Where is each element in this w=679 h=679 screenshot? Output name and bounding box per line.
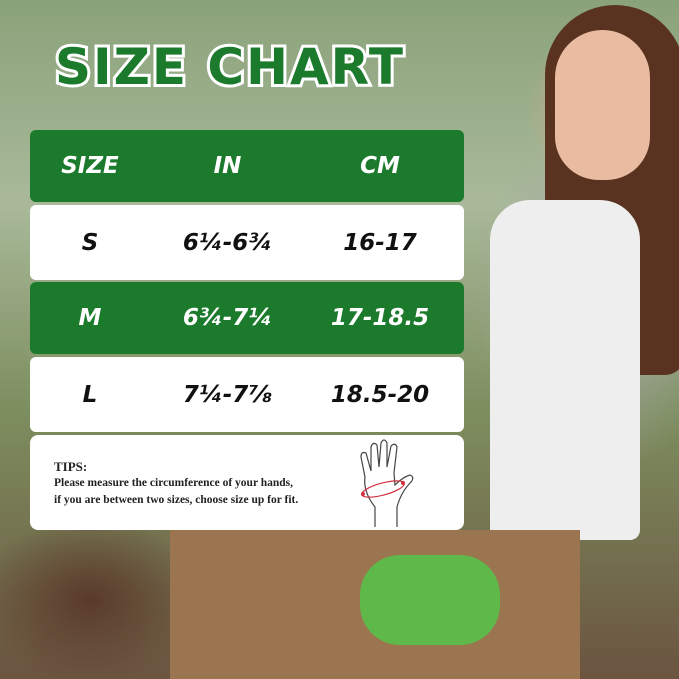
- size-cell: M: [78, 305, 102, 331]
- tips-line: Please measure the circumference of your…: [54, 477, 294, 489]
- size-cell: S: [81, 229, 99, 256]
- cm-cell: 18.5-20: [330, 381, 430, 408]
- hand-measure-icon: [360, 439, 414, 527]
- tips-text: Please measure the circumference of your…: [54, 475, 298, 509]
- model-apron: [490, 200, 640, 540]
- cm-cell: 17-18.5: [330, 305, 430, 331]
- table-header: SIZE IN CM: [30, 130, 464, 202]
- in-cell: 7¼-7⅞: [182, 381, 273, 408]
- size-cell: L: [82, 381, 98, 408]
- tips-box: TIPS: Please measure the circumference o…: [30, 435, 464, 530]
- header-cm: CM: [360, 153, 400, 179]
- in-cell: 6¾-7¼: [182, 305, 273, 331]
- table-row: S 6¼-6¾ 16-17: [30, 205, 464, 280]
- model-face: [555, 30, 650, 180]
- garden-glove: [360, 555, 500, 645]
- tips-line: if you are between two sizes, choose siz…: [54, 494, 299, 506]
- in-cell: 6¼-6¾: [182, 229, 273, 256]
- table-row: L 7¼-7⅞ 18.5-20: [30, 357, 464, 432]
- cm-cell: 16-17: [343, 229, 417, 256]
- tips-title: TIPS:: [54, 459, 88, 474]
- header-in: IN: [213, 153, 242, 179]
- table-row: M 6¾-7¼ 17-18.5: [30, 282, 464, 354]
- page-title: SIZE CHART: [52, 35, 406, 99]
- header-size: SIZE: [61, 153, 119, 179]
